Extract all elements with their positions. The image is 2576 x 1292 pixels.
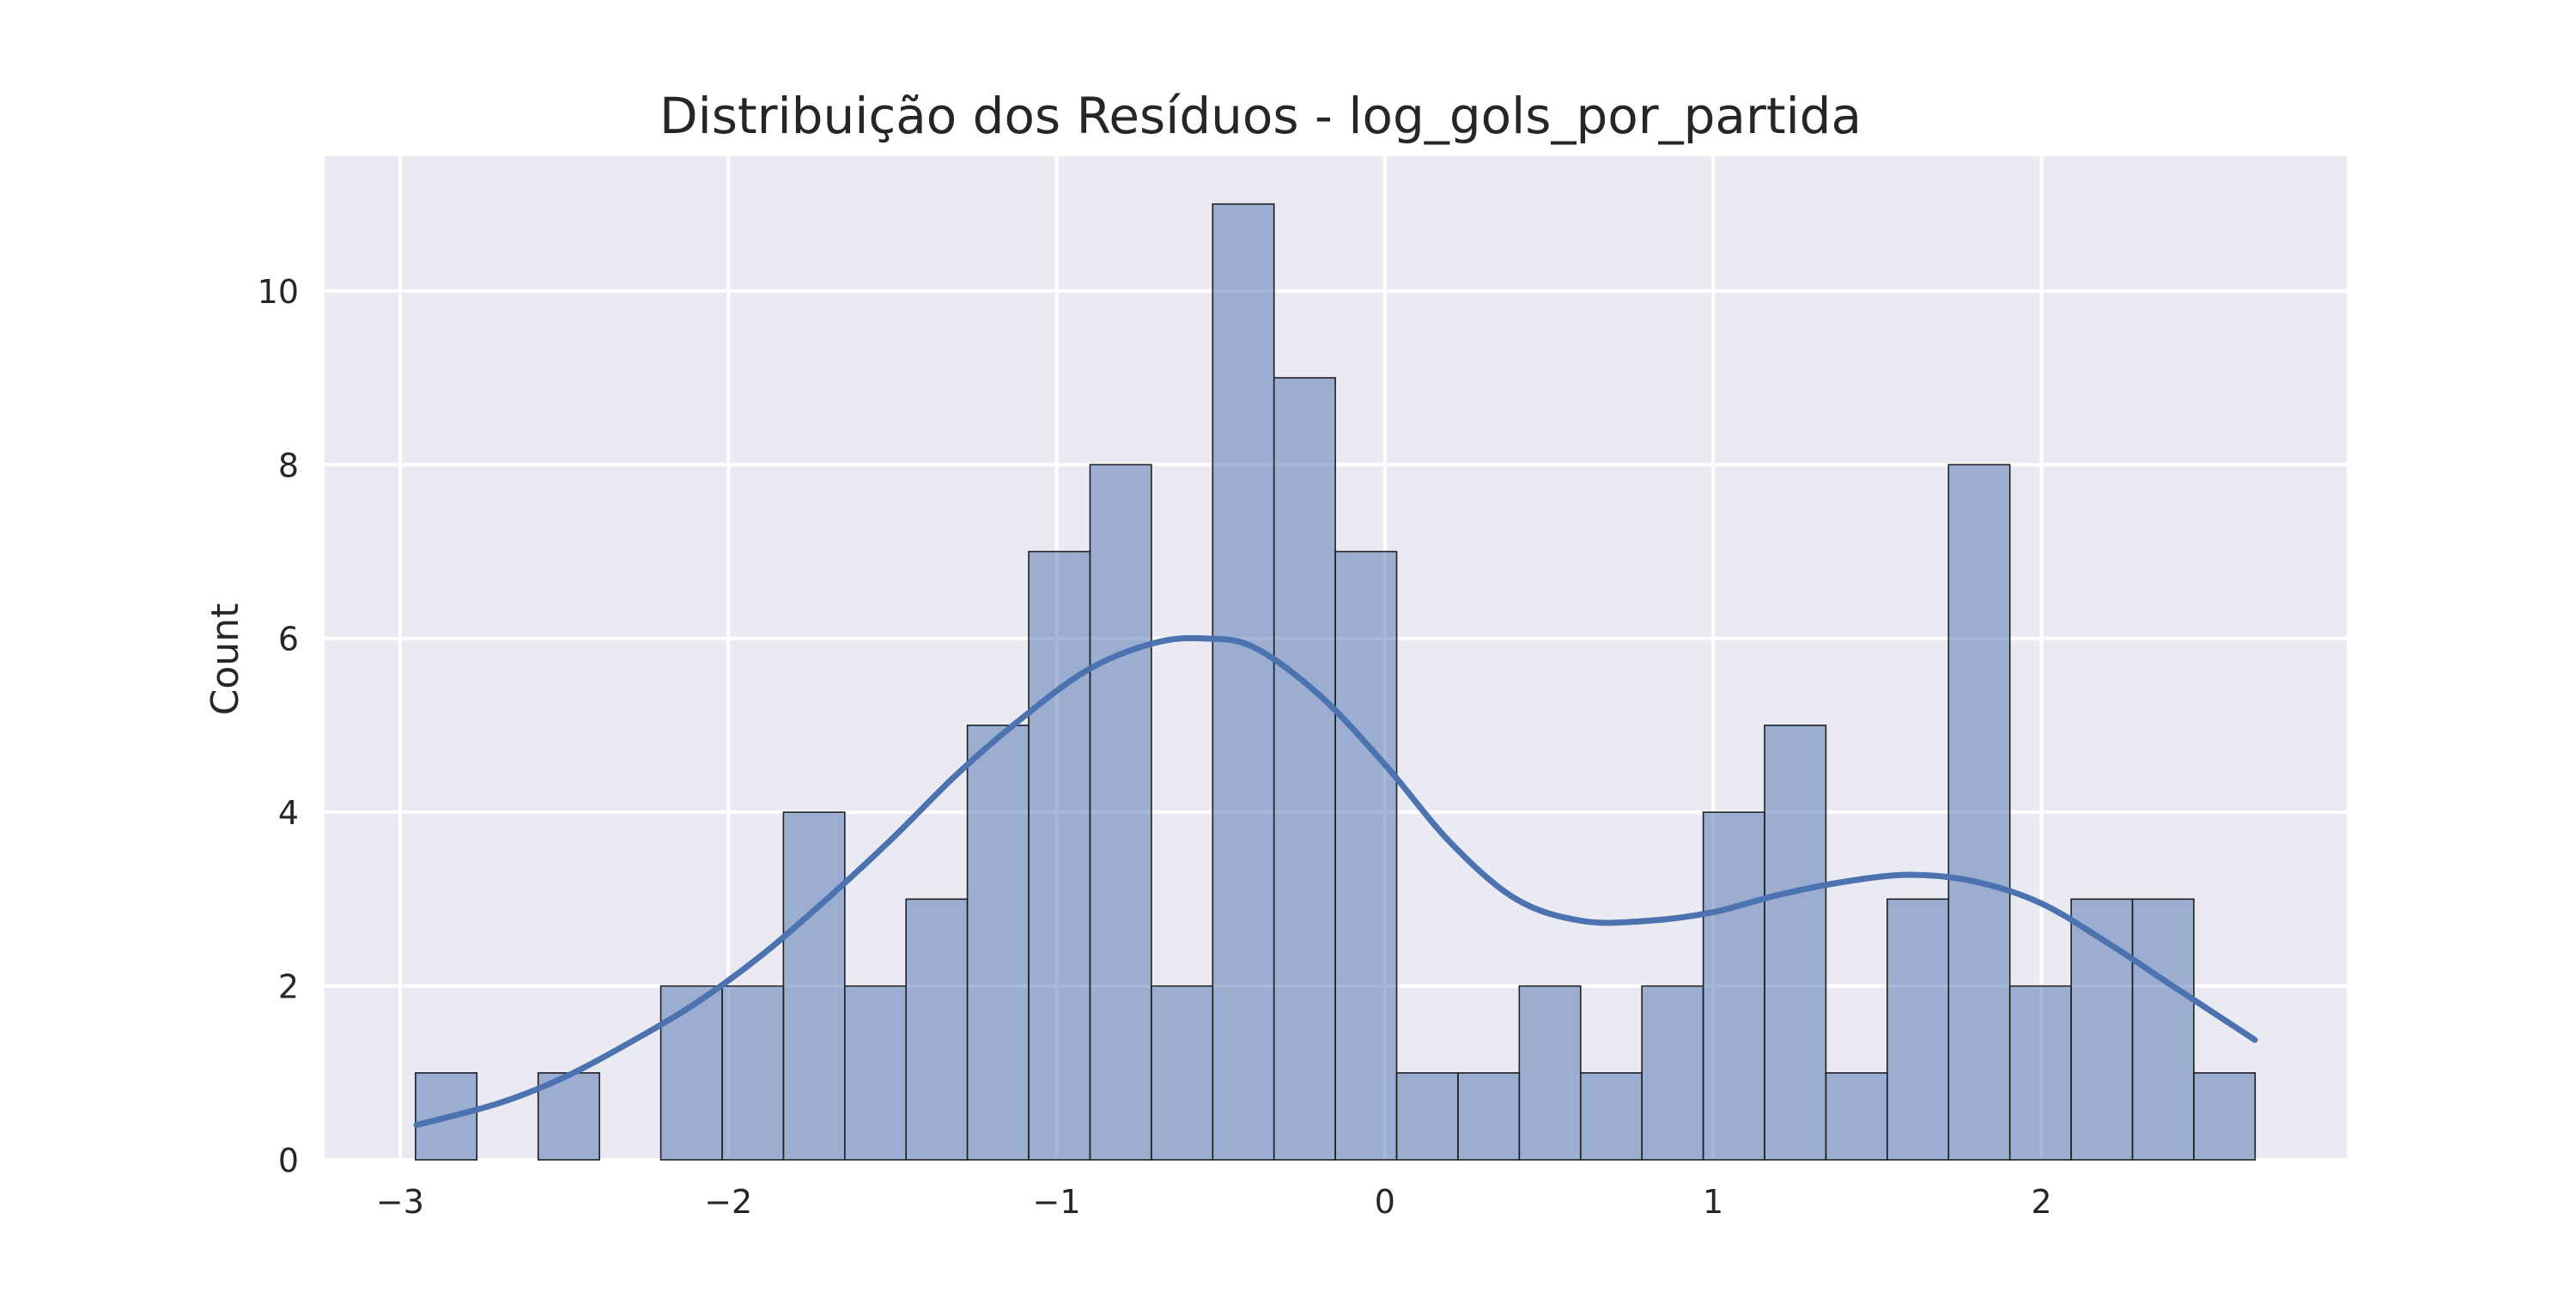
histogram-bar-22: [1764, 725, 1827, 1161]
x-tick-label-4: 1: [1703, 1183, 1723, 1221]
histogram-bar-21: [1702, 811, 1765, 1161]
histogram-bars: [415, 203, 2257, 1161]
x-tick-label-3: 0: [1375, 1183, 1395, 1221]
chart-title: Distribuição dos Resíduos - log_gols_por…: [659, 87, 1862, 145]
histogram-bar-26: [2008, 985, 2072, 1161]
x-axis-ticks: −3 −2 −1 0 1 2: [376, 1183, 2052, 1221]
histogram-bar-6: [782, 811, 846, 1161]
histogram-bar-15: [1334, 550, 1398, 1161]
y-tick-label-1: 2: [278, 968, 299, 1006]
y-tick-label-0: 0: [278, 1142, 299, 1180]
histogram-bar-8: [905, 898, 969, 1161]
histogram-bar-9: [966, 725, 1030, 1161]
histogram-bar-25: [1947, 464, 2011, 1161]
histogram-bar-11: [1089, 464, 1152, 1161]
histogram-bar-14: [1273, 377, 1336, 1161]
histogram-bar-23: [1825, 1071, 1888, 1161]
histogram-bar-17: [1457, 1071, 1521, 1161]
kde-curve: [413, 634, 2258, 1129]
x-tick-label-5: 2: [2031, 1183, 2051, 1221]
histogram-bar-16: [1395, 1071, 1459, 1161]
y-axis-ticks: 0 2 4 6 8 10: [258, 273, 299, 1180]
histogram-bar-18: [1518, 985, 1582, 1161]
y-tick-label-3: 6: [278, 621, 299, 658]
histogram-bar-7: [844, 985, 908, 1161]
y-tick-label-4: 8: [278, 446, 299, 484]
histogram-bar-10: [1028, 550, 1091, 1161]
histogram-bar-13: [1212, 203, 1275, 1161]
y-tick-label-2: 4: [278, 794, 299, 832]
histogram-bar-12: [1151, 985, 1214, 1161]
histogram-bar-28: [2131, 898, 2195, 1161]
y-axis-title: Count: [204, 604, 247, 716]
x-tick-label-2: −1: [1033, 1183, 1081, 1221]
x-tick-label-1: −2: [704, 1183, 752, 1221]
x-tick-label-0: −3: [376, 1183, 424, 1221]
histogram-bar-29: [2193, 1071, 2257, 1161]
y-tick-label-5: 10: [258, 273, 299, 311]
histogram-bar-20: [1641, 985, 1704, 1161]
histogram-bar-4: [659, 985, 723, 1161]
histogram-bar-24: [1886, 898, 1950, 1161]
histogram-bar-5: [721, 985, 785, 1161]
histogram-bar-19: [1579, 1071, 1643, 1161]
